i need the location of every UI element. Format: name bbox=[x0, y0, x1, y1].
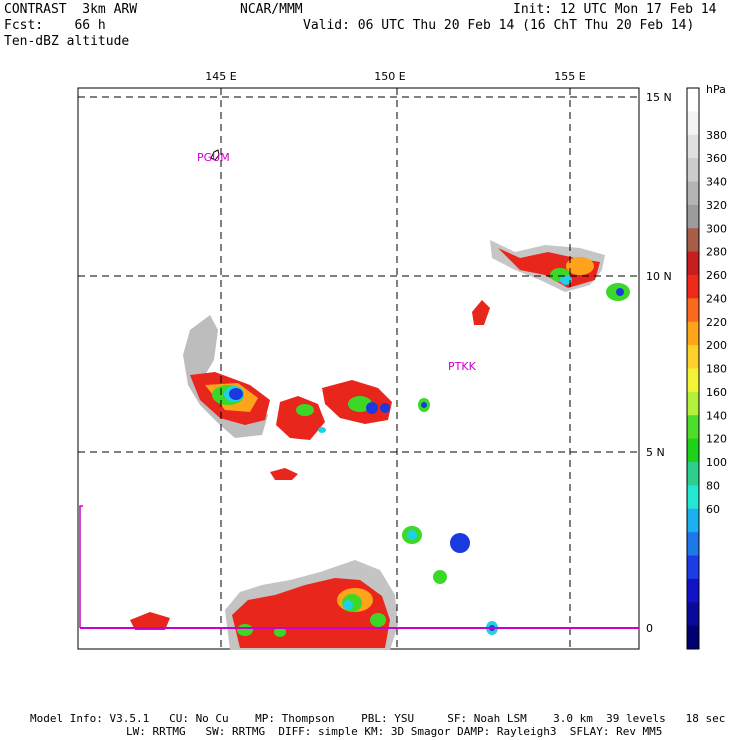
echo-blue-west bbox=[229, 388, 243, 400]
colorbar-swatch bbox=[687, 555, 699, 580]
model-info-line1: Model Info: V3.5.1 CU: No Cu MP: Thompso… bbox=[30, 712, 726, 725]
colorbar-tick-label: 380 bbox=[706, 129, 727, 142]
field-name: Ten-dBZ altitude bbox=[4, 34, 130, 49]
colorbar-swatch bbox=[687, 88, 699, 112]
gridlines bbox=[78, 88, 639, 649]
echo-green-south4 bbox=[274, 627, 286, 637]
colorbar-tick-label: 60 bbox=[706, 503, 720, 516]
echo-cyan-south bbox=[343, 600, 353, 610]
echo-red-5n bbox=[270, 468, 298, 480]
colorbar-tick-label: 80 bbox=[706, 479, 720, 492]
echo-red-sw bbox=[130, 612, 170, 630]
colorbar-swatch bbox=[687, 578, 699, 603]
colorbar-tick-label: 160 bbox=[706, 386, 727, 399]
colorbar-swatch bbox=[687, 228, 699, 253]
colorbar-swatch bbox=[687, 415, 699, 440]
colorbar-swatch bbox=[687, 368, 699, 393]
colorbar-swatch bbox=[687, 158, 699, 182]
colorbar-tick-label: 100 bbox=[706, 456, 727, 469]
colorbar-swatch bbox=[687, 391, 699, 416]
echo-blue-mid3 bbox=[380, 403, 390, 413]
station-label-ptkk: PTKK bbox=[448, 360, 477, 373]
echo-cell-a-core bbox=[421, 402, 427, 408]
station-label-pgum: PGUM bbox=[197, 151, 230, 164]
echo-cell-d bbox=[433, 570, 447, 584]
echo-red-small-ne bbox=[472, 300, 490, 325]
colorbar-swatch bbox=[687, 462, 699, 486]
colorbar-tick-label: 180 bbox=[706, 363, 727, 376]
colorbar bbox=[686, 87, 700, 650]
colorbar-swatch bbox=[687, 602, 699, 627]
colorbar-tick-label: 300 bbox=[706, 222, 727, 235]
echo-cyan-mid1 bbox=[318, 427, 326, 433]
colorbar-tick-label: 260 bbox=[706, 269, 727, 282]
colorbar-swatch bbox=[687, 298, 699, 323]
colorbar-tick-label: 200 bbox=[706, 339, 727, 352]
colorbar-tick-label: 120 bbox=[706, 433, 727, 446]
model-info-line2: LW: RRTMG SW: RRTMG DIFF: simple KM: 3D … bbox=[126, 725, 663, 738]
colorbar-swatch bbox=[687, 181, 699, 206]
echo-cyan-ne bbox=[560, 275, 572, 285]
colorbar-swatch bbox=[687, 508, 699, 533]
forecast-hour: Fcst: 66 h bbox=[4, 18, 106, 33]
colorbar-tick-label: 220 bbox=[706, 316, 727, 329]
echo-green-south3 bbox=[237, 624, 253, 636]
lat-label-15n: 15 N bbox=[646, 91, 672, 104]
colorbar-swatch bbox=[687, 345, 699, 369]
colorbar-swatch bbox=[687, 204, 699, 229]
lat-label-10n: 10 N bbox=[646, 270, 672, 283]
colorbar-tick-label: 280 bbox=[706, 246, 727, 259]
valid-time: Valid: 06 UTC Thu 20 Feb 14 (16 ChT Thu … bbox=[303, 18, 695, 33]
colorbar-swatch bbox=[687, 438, 699, 463]
colorbar-tick-label: 140 bbox=[706, 409, 727, 422]
lat-label-5n: 5 N bbox=[646, 446, 665, 459]
echo-cell-c bbox=[450, 533, 470, 553]
colorbar-swatch bbox=[687, 251, 699, 276]
echo-green-mid1 bbox=[296, 404, 314, 416]
echo-blue-mid2 bbox=[366, 402, 378, 414]
colorbar-tick-label: 340 bbox=[706, 176, 727, 189]
guam-outline bbox=[210, 149, 220, 161]
colorbar-ticks: 380 360 340 320 300 280 260 240 220 200 180 160 140 1… bbox=[706, 129, 727, 516]
colorbar-swatch bbox=[687, 134, 699, 159]
echo-cell-b-core bbox=[407, 530, 417, 540]
colorbar-tick-label: 360 bbox=[706, 152, 727, 165]
colorbar-tick-label: 320 bbox=[706, 199, 727, 212]
lon-label-145: 145 E bbox=[205, 70, 236, 83]
domain-edge-line bbox=[79, 505, 83, 628]
lon-label-155: 155 E bbox=[554, 70, 585, 83]
colorbar-swatch bbox=[687, 625, 699, 650]
institution-label: NCAR/MMM bbox=[240, 2, 303, 17]
map-frame bbox=[77, 87, 640, 650]
lat-label-0: 0 bbox=[646, 622, 653, 635]
colorbar-swatch bbox=[687, 532, 699, 556]
colorbar-swatch bbox=[687, 275, 699, 299]
colorbar-swatch bbox=[687, 485, 699, 510]
colorbar-frame bbox=[686, 87, 700, 650]
lon-label-150: 150 E bbox=[374, 70, 405, 83]
echo-green-south2 bbox=[370, 613, 386, 627]
colorbar-unit: hPa bbox=[706, 83, 726, 96]
model-title: CONTRAST 3km ARW bbox=[4, 2, 138, 17]
colorbar-swatch bbox=[687, 321, 699, 346]
colorbar-tick-label: 240 bbox=[706, 292, 727, 305]
colorbar-swatch bbox=[687, 111, 699, 136]
echo-orange-ne bbox=[566, 257, 594, 275]
echo-blue-ne2 bbox=[616, 288, 624, 296]
init-time: Init: 12 UTC Mon 17 Feb 14 bbox=[513, 2, 717, 17]
